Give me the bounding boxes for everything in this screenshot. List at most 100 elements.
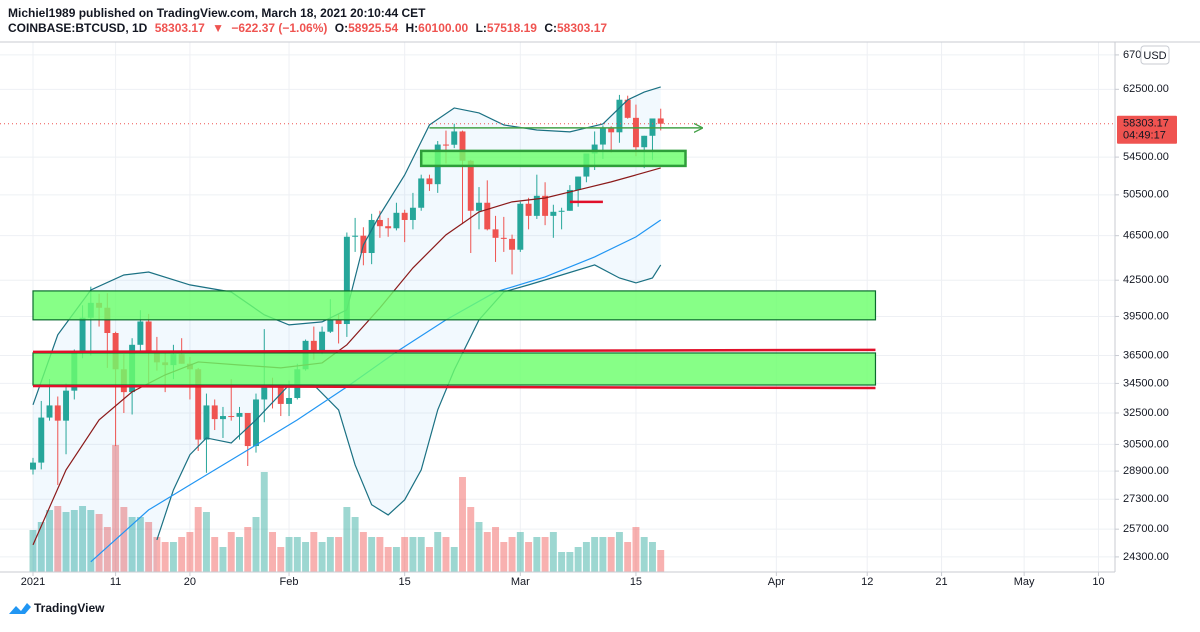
x-tick-label: 11 [110,576,121,588]
volume-bar [492,527,500,572]
volume-bar [434,532,442,572]
candle-body [591,144,598,154]
candle-body [228,416,235,418]
candle-body [426,178,433,185]
volume-bar [483,532,491,572]
volume-bar [615,532,623,572]
ohlc-value: 57518.19 [487,21,537,35]
candle-body [211,405,218,420]
x-tick-label: 10 [1092,576,1104,588]
publisher: Michiel1989 published on TradingView.com… [8,6,426,20]
ohlc-key: L: [476,21,487,35]
ohlc-key: O: [335,21,348,35]
countdown: 04:49:17 [1123,130,1166,142]
currency-button[interactable] [1140,45,1170,65]
y-tick-label: 54500.00 [1123,151,1169,163]
candle-body [616,99,623,133]
volume-bar [591,537,599,572]
ohlc-value: 60100.00 [418,21,468,35]
volume-bar [384,547,392,572]
volume-bar [120,507,128,572]
candle-body [253,399,259,447]
volume-bar [525,542,533,572]
candle-body [335,319,342,325]
y-tick-label: 42500.00 [1123,274,1169,286]
x-tick-label: May [1014,576,1035,588]
volume-bar [533,537,541,572]
last-price-box [1117,115,1177,144]
candle-body [219,416,226,420]
candle-body [46,405,53,418]
candle-body [467,160,474,211]
x-tick-label: 12 [861,576,873,588]
volume-bar [326,537,334,572]
candle-body [319,331,326,351]
candle-body [310,340,317,351]
volume-bar [582,542,590,572]
candle-body [542,195,549,216]
candle-body [38,417,45,463]
volume-bar [640,537,648,572]
candle-body [54,405,61,421]
candle-body [30,462,36,470]
currency[interactable]: USD [1143,50,1166,62]
volume-bar [442,537,450,572]
volume-bar [128,517,136,572]
candle-body [277,386,284,404]
volume-bar [648,542,656,572]
ohlc-value: 58303.17 [557,21,607,35]
candle-body [484,202,491,230]
zone [32,290,877,321]
y-tick-label: 28900.00 [1123,465,1169,477]
y-tick-label: 50500.00 [1123,189,1169,201]
change: −622.37 (−1.06%) [231,21,327,35]
zone [32,352,877,386]
candle-body [63,390,70,421]
candle-body [608,128,615,133]
volume-bar [376,537,384,572]
volume-bar [269,532,276,572]
y-tick-label: 30500.00 [1123,438,1169,450]
volume-bar [335,537,343,572]
trend-line [32,348,876,354]
candle-body [145,321,152,352]
candle-body [286,397,293,404]
y-tick-label: 36500.00 [1123,349,1169,361]
volume-bar [417,537,425,572]
volume-bar [178,537,186,572]
candle-body [492,229,499,238]
volume-bar [145,522,153,572]
volume-bar [219,547,227,572]
volume-bar [277,547,285,572]
indicator-line [156,264,662,541]
trend-line [32,384,876,390]
volume-bar [632,527,640,572]
candle-body [649,118,656,136]
y-tick-label: 25700.00 [1123,523,1169,535]
volume-bar [558,552,566,572]
candle-body [599,128,606,145]
candle-body [451,131,458,145]
symbol-line: COINBASE:BTCUSD, 1D 58303.17 ▼ −622.37 (… [8,21,607,35]
indicator-line [32,86,661,406]
x-tick-label: Feb [280,576,299,588]
volume-bar [62,512,70,572]
volume-bar [467,507,475,572]
change-arrow: ▼ [212,21,224,35]
candle-body [203,405,210,440]
ohlc-value: 58925.54 [348,21,398,35]
last-price-label: 58303.17 [1123,118,1169,130]
volume-bar [211,537,219,572]
indicator-line [32,167,661,546]
volume-bar [599,537,607,572]
volume-bar [227,532,235,572]
candle-body [641,135,648,148]
candle-body [509,238,516,250]
candle-body [79,317,86,352]
candle-body [352,235,359,237]
candle-body [459,131,466,161]
x-tick-label: Apr [768,576,785,588]
volume-bar [392,547,400,572]
